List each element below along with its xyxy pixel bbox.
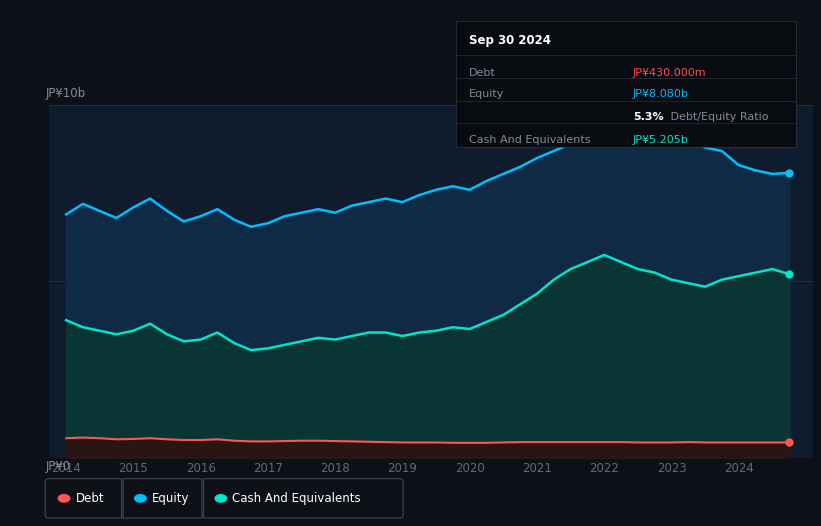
Text: JP¥8.080b: JP¥8.080b [633, 89, 689, 99]
Text: Debt: Debt [470, 68, 496, 78]
Text: Equity: Equity [152, 492, 190, 505]
Text: Equity: Equity [470, 89, 505, 99]
Text: 5.3%: 5.3% [633, 112, 663, 122]
Text: Debt/Equity Ratio: Debt/Equity Ratio [667, 112, 768, 122]
Text: JP¥10b: JP¥10b [45, 87, 85, 100]
Text: Cash And Equivalents: Cash And Equivalents [232, 492, 361, 505]
Text: Cash And Equivalents: Cash And Equivalents [470, 135, 591, 145]
Text: Debt: Debt [76, 492, 104, 505]
Text: Sep 30 2024: Sep 30 2024 [470, 34, 551, 47]
Text: JP¥0: JP¥0 [45, 460, 71, 473]
Text: JP¥5.205b: JP¥5.205b [633, 135, 689, 145]
Text: JP¥430.000m: JP¥430.000m [633, 68, 706, 78]
